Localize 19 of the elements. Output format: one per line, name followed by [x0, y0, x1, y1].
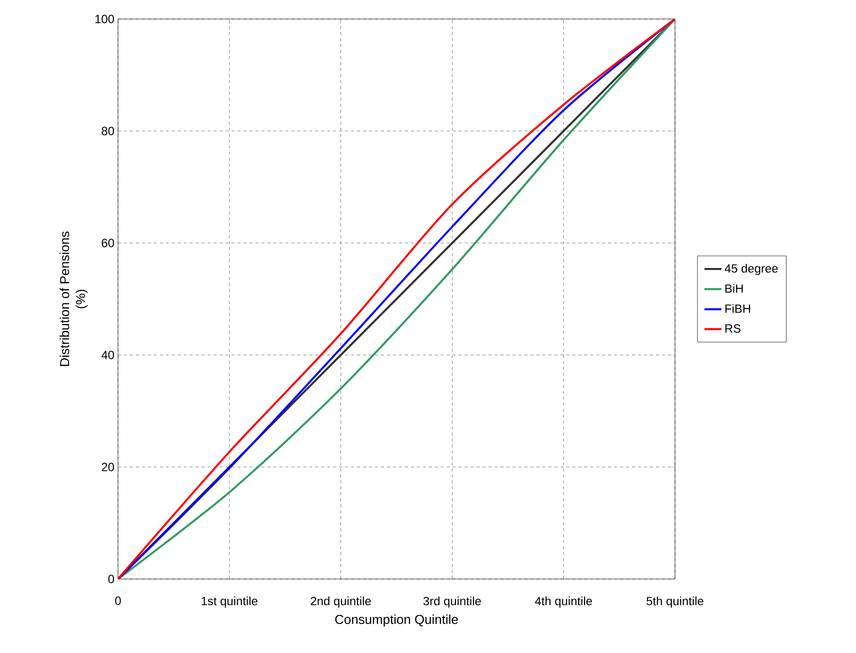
- y-tick-label: 80: [102, 126, 114, 136]
- line-series: [118, 18, 675, 579]
- y-tick-label: 0: [108, 574, 114, 584]
- x-tick-label: 1st quintile: [202, 596, 258, 608]
- x-tick-label: 3rd quintile: [423, 596, 481, 608]
- y-tick-label: 100: [95, 14, 114, 24]
- y-axis-title: Distribution of Pensions (%): [60, 231, 88, 366]
- legend-label: FiBH: [725, 304, 750, 313]
- legend-label: BiH: [725, 284, 743, 293]
- y-tick-label: 60: [102, 238, 114, 248]
- legend-label: 45 degree: [724, 264, 778, 276]
- y-tick-label: 40: [101, 350, 114, 360]
- x-tick-label: 2nd quintile: [310, 596, 371, 608]
- x-tick-label: 0: [115, 596, 121, 605]
- y-tick-label: 20: [102, 462, 114, 472]
- x-axis-title: Consumption Quintile: [335, 614, 458, 627]
- x-tick-label: 5th quintile: [646, 596, 704, 608]
- legend-label: RS: [725, 324, 740, 333]
- x-tick-label: 4th quintile: [534, 596, 592, 608]
